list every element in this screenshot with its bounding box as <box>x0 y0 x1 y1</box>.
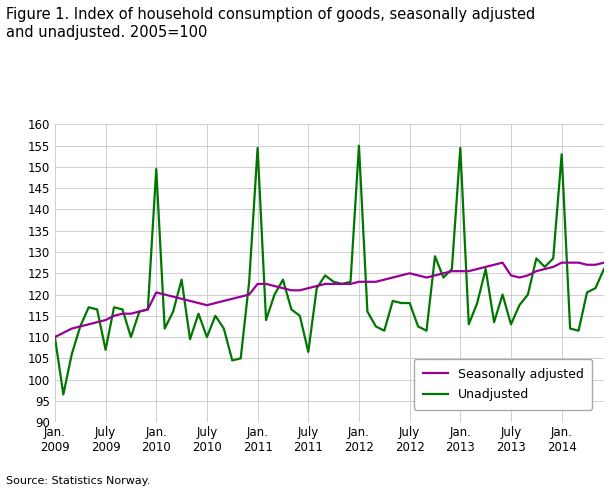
Seasonally adjusted <box>482 264 489 270</box>
Unadjusted <box>51 334 59 340</box>
Unadjusted <box>499 292 506 298</box>
Unadjusted <box>195 311 202 317</box>
Seasonally adjusted <box>499 260 506 265</box>
Seasonally adjusted <box>600 260 608 265</box>
Text: Figure 1. Index of household consumption of goods, seasonally adjusted
and unadj: Figure 1. Index of household consumption… <box>6 7 536 40</box>
Text: Source: Statistics Norway.: Source: Statistics Norway. <box>6 476 151 486</box>
Unadjusted <box>355 143 362 149</box>
Legend: Seasonally adjusted, Unadjusted: Seasonally adjusted, Unadjusted <box>414 359 592 410</box>
Unadjusted <box>60 391 67 397</box>
Unadjusted <box>102 347 109 353</box>
Seasonally adjusted <box>187 298 194 304</box>
Seasonally adjusted <box>288 287 295 293</box>
Unadjusted <box>229 358 236 364</box>
Seasonally adjusted <box>93 319 101 325</box>
Seasonally adjusted <box>51 334 59 340</box>
Unadjusted <box>304 349 312 355</box>
Line: Seasonally adjusted: Seasonally adjusted <box>55 263 604 337</box>
Unadjusted <box>296 313 304 319</box>
Unadjusted <box>600 266 608 272</box>
Seasonally adjusted <box>220 298 228 304</box>
Seasonally adjusted <box>567 260 574 265</box>
Line: Unadjusted: Unadjusted <box>55 146 604 394</box>
